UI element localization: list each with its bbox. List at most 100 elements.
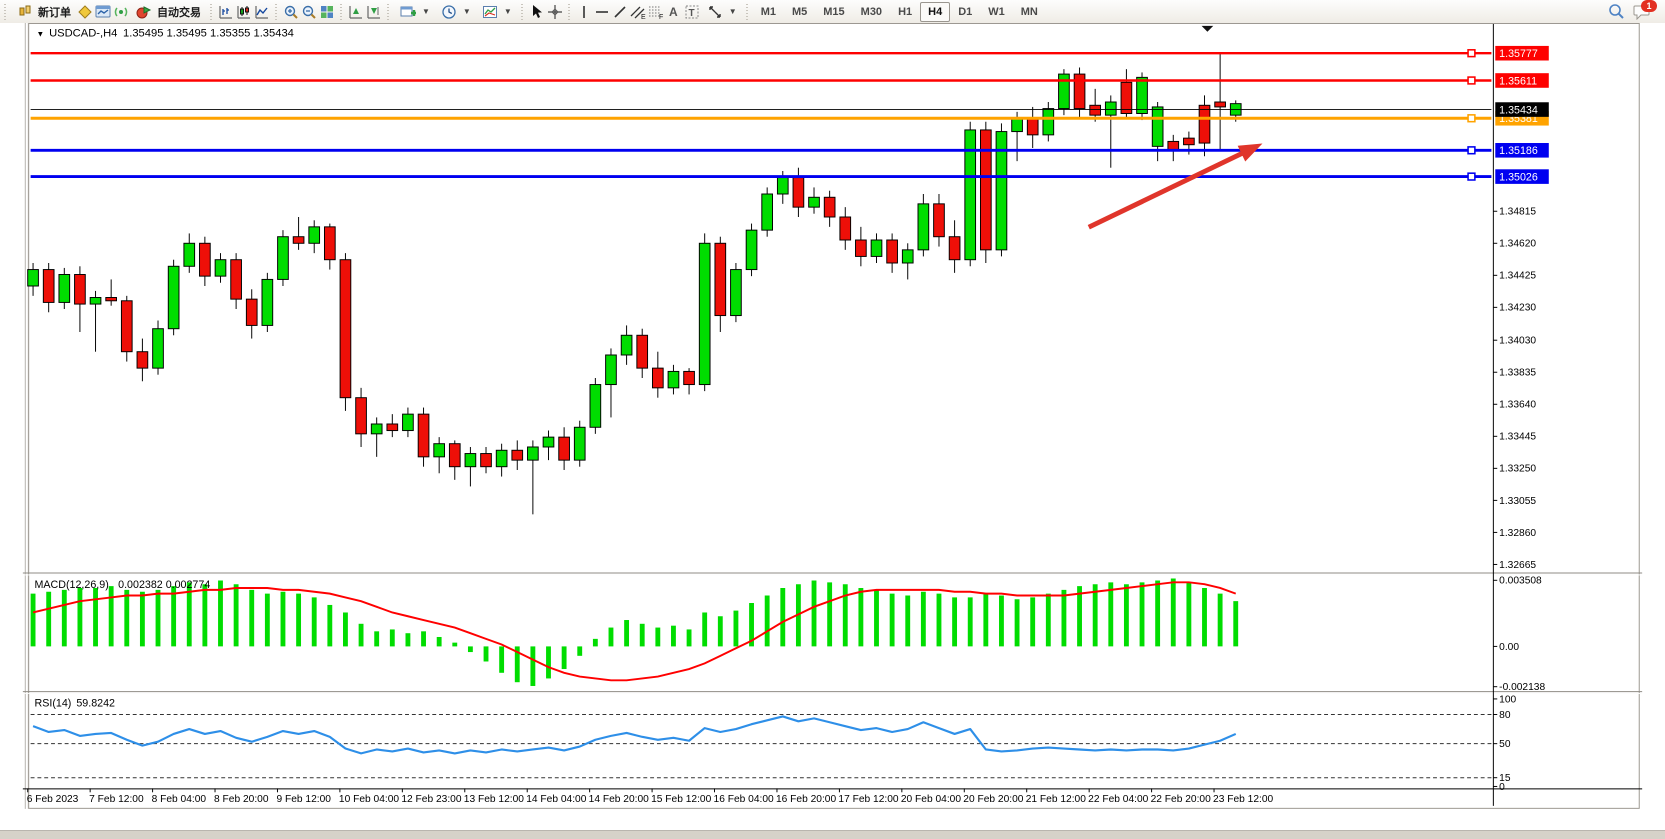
timeframe-button-d1[interactable]: D1: [958, 5, 973, 18]
date-axis-label: 16 Feb 20:00: [776, 794, 836, 805]
price-level-label: 1.35186: [1495, 143, 1549, 158]
date-axis-label: 14 Feb 20:00: [589, 794, 649, 805]
rsi-indicator-label: RSI(14): [35, 698, 72, 710]
toolbar-grip: [566, 3, 572, 20]
price-level-label: 1.35777: [1495, 45, 1549, 61]
date-axis[interactable]: 6 Feb 2023 7 Feb 12:00 8 Feb 04:00 8 Feb 20…: [22, 788, 1643, 805]
price-axis-tick: 1.34030: [1499, 336, 1536, 347]
toolbar-grip: [3, 3, 8, 20]
cursor-icon[interactable]: [528, 4, 546, 20]
date-axis-label: 8 Feb 04:00: [152, 794, 207, 805]
candle-mode-icon[interactable]: [235, 4, 253, 20]
trendline-icon[interactable]: [611, 4, 629, 20]
svg-text:A: A: [669, 5, 678, 19]
date-axis-label: 13 Feb 12:00: [464, 794, 524, 805]
autotrade-button[interactable]: 自动交易: [130, 2, 206, 22]
rsi-axis-tick: 80: [1499, 710, 1511, 721]
price-axis-tick: 1.34620: [1499, 239, 1536, 250]
toolbar-grip: [386, 3, 391, 20]
autotrade-icon: [135, 4, 153, 20]
crosshair-icon[interactable]: [546, 4, 564, 20]
rsi-axis-tick: 100: [1499, 694, 1516, 705]
date-axis-label: 22 Feb 20:00: [1151, 794, 1211, 805]
toolbar-grip: [339, 3, 344, 20]
date-axis-label: 22 Feb 04:00: [1088, 794, 1148, 805]
equidistant-channel-icon[interactable]: E: [629, 4, 647, 20]
price-axis-tick: 1.33640: [1499, 400, 1536, 411]
bar-chart-mode-icon[interactable]: [217, 4, 235, 20]
price-axis-tick: 1.33835: [1499, 368, 1536, 379]
signal-icon[interactable]: [112, 4, 130, 20]
arrows-button[interactable]: ▼: [701, 2, 742, 22]
timeframe-button-m30[interactable]: M30: [860, 5, 883, 18]
window-bottom-edge: [0, 830, 1665, 839]
timeframe-button-h4[interactable]: H4: [920, 1, 951, 22]
rsi-panel[interactable]: RSI(14) 59.8242: [30, 698, 1492, 779]
chart-header: ▼ USDCAD-,H4 1.35495 1.35495 1.35355 1.354…: [36, 28, 293, 40]
price-axis-tick: 1.32860: [1499, 528, 1536, 539]
price-panel[interactable]: ▼ USDCAD-,H4 1.35495 1.35495 1.35355 1.354…: [27, 25, 1492, 515]
svg-text:T: T: [688, 8, 694, 19]
clock-icon: [440, 4, 458, 20]
timeframe-button-mn[interactable]: MN: [1020, 5, 1038, 18]
macd-axis-tick: 0.00: [1499, 642, 1519, 653]
horizontal-line-icon[interactable]: [593, 4, 611, 20]
new-order-button[interactable]: 新订单: [11, 2, 76, 22]
new-chart-icon: [399, 4, 417, 20]
price-chart-canvas[interactable]: ▼ USDCAD-,H4 1.35495 1.35495 1.35355 1.354…: [0, 23, 1665, 838]
rsi-axis-tick: 15: [1499, 773, 1511, 784]
date-axis-label: 16 Feb 04:00: [714, 794, 774, 805]
text-icon[interactable]: A: [665, 4, 683, 20]
toolbar-grip: [209, 3, 214, 20]
new-chart-button[interactable]: ▼: [394, 2, 435, 22]
level-line-1.35026[interactable]: [30, 172, 1492, 181]
level-line-1.35611[interactable]: [30, 76, 1492, 85]
macd-panel[interactable]: MACD(12,26,9) 0.002382 0.002774: [30, 578, 1239, 686]
symbol-dropdown-icon[interactable]: ▼: [36, 30, 44, 39]
template-button[interactable]: ▼: [476, 2, 517, 22]
period-button[interactable]: ▼: [435, 2, 476, 22]
notification-badge: 1: [1641, 0, 1657, 12]
chat-icon[interactable]: 1: [1633, 0, 1657, 20]
date-axis-label: 20 Feb 20:00: [963, 794, 1023, 805]
timeframe-button-m1[interactable]: M1: [760, 5, 776, 18]
price-axis[interactable]: 1.34815 1.34620 1.34425 1.34230 1.34030 1.338…: [1492, 23, 1549, 806]
timeframe-button-m5[interactable]: M5: [791, 5, 808, 18]
zoom-out-icon[interactable]: [300, 4, 318, 20]
arrange-left-icon[interactable]: [347, 4, 365, 20]
panel-separator[interactable]: [22, 691, 1643, 695]
vertical-line-icon[interactable]: [575, 4, 593, 20]
timeframe-button-h1[interactable]: H1: [898, 5, 913, 18]
fibonacci-icon[interactable]: F: [647, 4, 665, 20]
yellow-diamond-icon[interactable]: [76, 4, 94, 20]
zoom-in-icon[interactable]: [282, 4, 300, 20]
search-icon[interactable]: [1607, 4, 1625, 20]
terminal-window-icon[interactable]: [94, 4, 112, 20]
price-level-label: 1.35434: [1495, 102, 1549, 117]
text-label-icon[interactable]: T: [683, 4, 701, 20]
arrange-right-icon[interactable]: [365, 4, 383, 20]
chart-window[interactable]: ▼ USDCAD-,H4 1.35495 1.35495 1.35355 1.354…: [0, 23, 1665, 838]
timeframe-button-m15[interactable]: M15: [823, 5, 845, 18]
date-axis-label: 21 Feb 12:00: [1026, 794, 1086, 805]
main-toolbar: 新订单 自动交易: [0, 0, 1665, 24]
timeframe-group: M1 M5 M15 M30 H1 H4 D1 W1 MN: [753, 1, 1046, 22]
macd-axis-tick: -0.002138: [1499, 682, 1545, 693]
svg-text:1.35434: 1.35434: [1499, 104, 1538, 116]
date-axis-label: 7 Feb 12:00: [89, 794, 144, 805]
price-axis-tick: 1.33250: [1499, 464, 1536, 475]
macd-label-row: MACD(12,26,9) 0.002382 0.002774: [35, 579, 211, 591]
date-axis-label: 6 Feb 2023: [27, 794, 79, 805]
chart-ohlc-values: 1.35495 1.35495 1.35355 1.35434: [123, 28, 294, 40]
panel-separator[interactable]: [22, 572, 1643, 576]
date-axis-label: 20 Feb 04:00: [901, 794, 961, 805]
line-mode-icon[interactable]: [253, 4, 271, 20]
timeframe-button-w1[interactable]: W1: [988, 5, 1005, 18]
level-line-1.35381[interactable]: [30, 114, 1492, 123]
level-line-1.35777[interactable]: [30, 49, 1492, 58]
toolbar-grip: [744, 3, 750, 20]
trend-arrow-annotation[interactable]: [1087, 143, 1263, 230]
price-axis-tick: 1.33055: [1499, 496, 1536, 507]
tile-windows-icon[interactable]: [318, 4, 336, 20]
chart-shift-marker[interactable]: [1201, 25, 1214, 32]
